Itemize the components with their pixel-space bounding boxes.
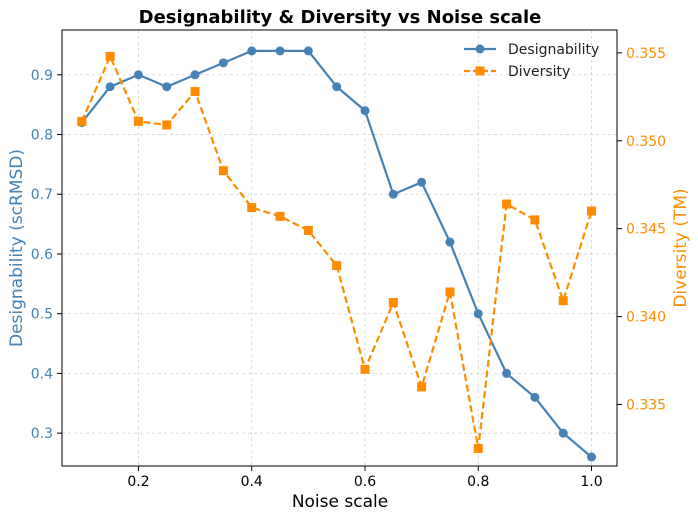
x-axis: 0.2 0.4 0.6 0.8 1.0	[127, 466, 603, 490]
legend-entry-designability: Designability	[464, 42, 599, 58]
data-point-diversity	[247, 203, 257, 213]
y-left-tick-label: 0.7	[31, 187, 53, 203]
data-point-diversity	[332, 261, 342, 271]
x-tick-label: 0.4	[241, 474, 263, 490]
x-tick-label: 1.0	[580, 474, 602, 490]
legend-marker-diversity	[475, 66, 485, 76]
y-right-tick-label: 0.335	[626, 397, 666, 413]
data-point-diversity	[473, 443, 483, 453]
data-point-designability	[332, 82, 342, 92]
y-right-tick-label: 0.345	[626, 222, 666, 238]
data-point-designability	[247, 46, 257, 56]
data-point-designability	[530, 392, 540, 402]
data-point-designability	[162, 82, 172, 92]
data-point-diversity	[417, 382, 427, 392]
data-point-designability	[388, 189, 398, 199]
data-point-designability	[133, 70, 143, 80]
x-axis-title: Noise scale	[292, 492, 388, 512]
y-right-tick-label: 0.340	[626, 310, 666, 326]
y-right-tick-label: 0.355	[626, 46, 666, 62]
y-axis-right: 0.335 0.340 0.345 0.350 0.355	[617, 46, 666, 413]
legend-marker-designability	[475, 44, 485, 54]
x-tick-label: 0.2	[127, 474, 149, 490]
y-axis-left: 0.3 0.4 0.5 0.6 0.7 0.8 0.9	[31, 68, 62, 442]
data-point-diversity	[587, 206, 597, 216]
data-point-diversity	[558, 296, 568, 306]
legend-label-diversity: Diversity	[508, 64, 570, 80]
x-tick-label: 0.8	[467, 474, 489, 490]
data-point-diversity	[530, 215, 540, 225]
chart-title: Designability & Diversity vs Noise scale	[139, 7, 542, 28]
data-point-designability	[445, 237, 455, 247]
data-point-diversity	[360, 364, 370, 374]
data-point-diversity	[133, 116, 143, 126]
data-point-designability	[587, 452, 597, 462]
data-point-diversity	[218, 166, 228, 176]
data-point-designability	[190, 70, 200, 80]
data-point-diversity	[445, 287, 455, 297]
legend-entry-diversity: Diversity	[464, 64, 570, 80]
data-point-designability	[360, 106, 370, 116]
data-point-designability	[275, 46, 285, 56]
y-left-tick-label: 0.3	[31, 426, 53, 442]
data-point-designability	[417, 177, 427, 187]
y-axis-right-title: Diversity (TM)	[671, 188, 691, 307]
data-point-designability	[105, 82, 115, 92]
y-left-tick-label: 0.6	[31, 247, 53, 263]
legend: Designability Diversity	[464, 42, 599, 80]
data-point-diversity	[105, 51, 115, 61]
y-left-tick-label: 0.5	[31, 307, 53, 323]
data-point-designability	[473, 309, 483, 319]
data-point-designability	[218, 58, 228, 68]
data-point-diversity	[162, 120, 172, 130]
y-left-tick-label: 0.4	[31, 366, 53, 382]
y-left-tick-label: 0.8	[31, 128, 53, 144]
data-point-diversity	[190, 87, 200, 97]
data-point-designability	[502, 368, 512, 378]
plot-frame	[61, 29, 618, 467]
x-tick-label: 0.6	[354, 474, 376, 490]
y-axis-left-title: Designability (scRMSD)	[7, 149, 27, 347]
data-point-designability	[303, 46, 313, 56]
data-point-diversity	[502, 199, 512, 209]
data-point-diversity	[275, 211, 285, 221]
series-layer	[77, 46, 597, 462]
grid	[62, 30, 617, 466]
y-right-tick-label: 0.350	[626, 134, 666, 150]
data-point-designability	[558, 428, 568, 438]
data-point-diversity	[303, 225, 313, 235]
data-point-diversity	[388, 298, 398, 307]
y-left-tick-label: 0.9	[31, 68, 53, 84]
legend-label-designability: Designability	[508, 42, 599, 58]
data-point-diversity	[77, 116, 87, 126]
